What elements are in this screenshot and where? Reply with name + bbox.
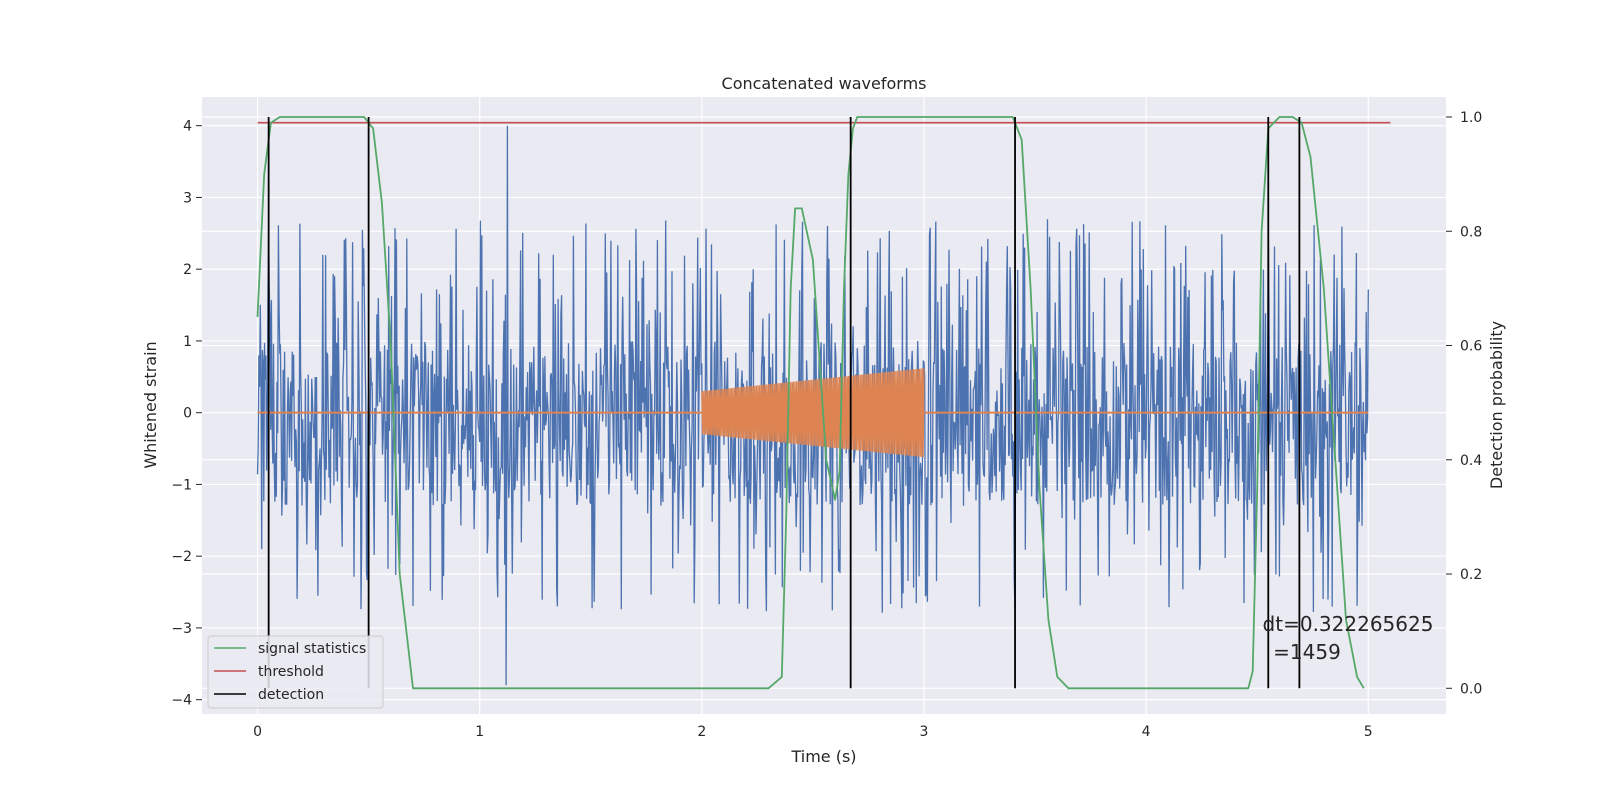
y2-tick-label: 0.4 <box>1460 453 1482 469</box>
y-tick-label: 4 <box>183 119 192 135</box>
signal-statistics-line <box>256 116 1365 690</box>
y2-axis-label: Detection probability <box>1487 321 1506 489</box>
tick-labels: 0 1 2 3 4 5 −4 −3 −2 −1 0 1 2 3 4 0.0 0.2 0.4 0.6 0.8 1.0 <box>171 110 1482 740</box>
injection-series <box>257 368 1369 458</box>
y2-tick-label: 0.2 <box>1460 567 1482 583</box>
y-tick-label: 3 <box>183 190 192 206</box>
x-tick-label: 2 <box>697 724 706 740</box>
annotation-dt: dt=0.322265625 <box>1263 612 1434 636</box>
x-axis-label: Time (s) <box>790 747 856 766</box>
y-tick-label: 1 <box>183 334 192 350</box>
y2-tick-label: 0.6 <box>1460 339 1482 355</box>
y-tick-label: −4 <box>171 693 192 709</box>
y-tick-label: 0 <box>183 406 192 422</box>
x-tick-label: 1 <box>475 724 484 740</box>
detection-series <box>267 116 1301 689</box>
x-tick-label: 4 <box>1142 724 1151 740</box>
x-tick-label: 0 <box>253 724 262 740</box>
annotation-count: =1459 <box>1273 640 1341 664</box>
legend-box <box>207 635 384 709</box>
y2-tick-label: 0.8 <box>1460 224 1482 240</box>
injection-chirp <box>701 368 925 458</box>
legend-label-threshold: threshold <box>258 664 324 680</box>
x-tick-label: 5 <box>1364 724 1373 740</box>
y-axis-label: Whitened strain <box>141 341 160 468</box>
y2-tick-label: 1.0 <box>1460 110 1482 126</box>
legend-label-detection: detection <box>258 687 324 703</box>
x-tick-label: 3 <box>920 724 929 740</box>
legend-label-signal: signal statistics <box>258 641 366 657</box>
y-tick-label: 2 <box>183 262 192 278</box>
chart-title: Concatenated waveforms <box>722 74 927 93</box>
legend: signal statistics threshold detection <box>207 635 384 709</box>
y-tick-label: −1 <box>171 477 192 493</box>
y2-tick-label: 0.0 <box>1460 681 1482 697</box>
y-tick-label: −2 <box>171 549 192 565</box>
strain-series <box>256 125 1369 686</box>
strain-line <box>256 125 1369 686</box>
signal-statistics-series <box>256 116 1365 690</box>
y-tick-label: −3 <box>171 621 192 637</box>
